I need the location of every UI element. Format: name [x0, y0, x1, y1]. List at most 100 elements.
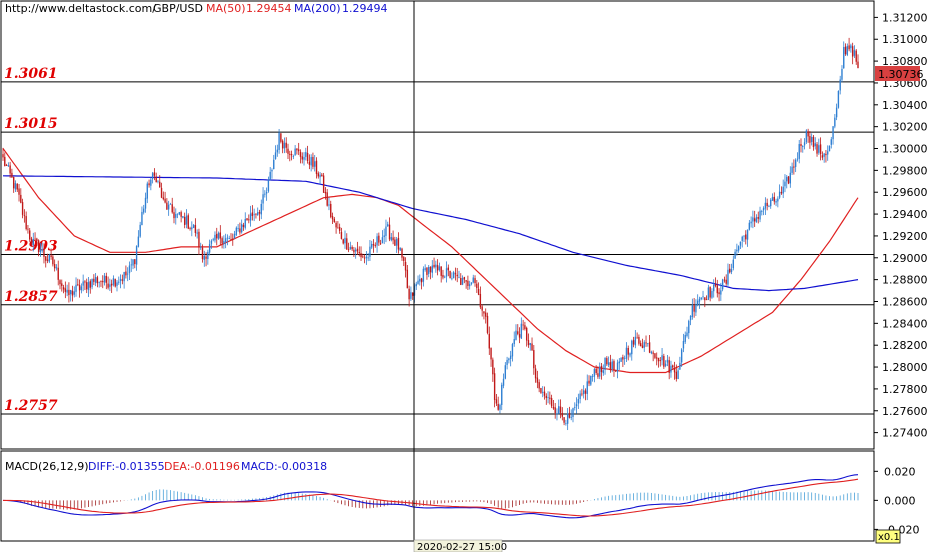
candle-body — [189, 228, 191, 229]
candle-body — [132, 259, 134, 266]
candle-body — [677, 370, 679, 380]
candle-body — [417, 280, 419, 284]
candle-body — [752, 217, 754, 222]
candle-body — [399, 247, 401, 251]
candle-body — [310, 157, 312, 166]
price-tick-label: 1.28600 — [882, 295, 928, 308]
candle-body — [354, 249, 357, 252]
candle-body — [709, 286, 711, 298]
candle-body — [472, 277, 474, 283]
candle-body — [365, 256, 368, 259]
candle-body — [82, 281, 84, 286]
candle-body — [57, 267, 59, 280]
candle-body — [659, 360, 661, 362]
candle-body — [198, 231, 200, 248]
candle-body — [77, 284, 79, 286]
candle-body — [599, 366, 601, 377]
candle-body — [713, 284, 715, 292]
candle-body — [78, 284, 81, 291]
candle-body — [406, 269, 409, 289]
candle-body — [835, 107, 838, 118]
candle-body — [87, 282, 90, 291]
candle-body — [798, 144, 800, 159]
candle-body — [176, 213, 179, 215]
candle-body — [477, 288, 480, 295]
candle-body — [404, 261, 407, 271]
candle-body — [48, 255, 51, 262]
candle-body — [748, 222, 751, 230]
candle-body — [736, 249, 738, 252]
candle-body — [572, 408, 574, 417]
candle-body — [479, 293, 482, 308]
candle-body — [126, 273, 129, 275]
candle-body — [75, 284, 77, 292]
candle-body — [460, 278, 462, 285]
price-tick-label: 1.29200 — [882, 230, 928, 243]
price-tick-label: 1.27400 — [882, 427, 928, 440]
candle-body — [281, 140, 284, 149]
candle-body — [597, 373, 599, 377]
candle-body — [335, 222, 337, 228]
candle-body — [688, 320, 690, 334]
candle-body — [467, 280, 469, 286]
candle-body — [383, 235, 385, 238]
candle-body — [666, 359, 669, 363]
candle-body — [606, 358, 608, 365]
candle-body — [183, 217, 186, 225]
candle-body — [422, 268, 425, 282]
candle-body — [536, 377, 539, 383]
candle-body — [753, 218, 756, 222]
candle-body — [609, 362, 612, 371]
candle-body — [59, 280, 61, 285]
candle-body — [340, 231, 343, 239]
candle-body — [552, 406, 555, 409]
candlestick-series — [2, 37, 859, 431]
candle-body — [470, 282, 473, 285]
candle-body — [704, 297, 706, 301]
candle-body — [233, 233, 236, 239]
candle-body — [224, 238, 227, 243]
candle-body — [128, 265, 131, 274]
candle-body — [579, 393, 581, 400]
candle-body — [16, 184, 18, 190]
candle-body — [750, 221, 752, 224]
candle-body — [376, 236, 378, 246]
candle-body — [613, 361, 615, 371]
candle-body — [289, 153, 291, 155]
candle-body — [818, 145, 820, 153]
price-tick-label: 1.31200 — [882, 11, 928, 24]
price-axis: 1.312001.310001.308001.306001.304001.302… — [874, 11, 928, 440]
candle-body — [641, 345, 644, 348]
candle-body — [362, 256, 364, 258]
candle-body — [618, 361, 621, 364]
candle-body — [62, 287, 65, 290]
candle-body — [524, 325, 526, 329]
candle-body — [107, 283, 109, 288]
candle-body — [586, 381, 588, 394]
candle-body — [458, 276, 460, 278]
candle-body — [255, 213, 257, 215]
candle-body — [846, 46, 849, 55]
candle-body — [201, 247, 204, 259]
candle-body — [171, 204, 173, 213]
candle-body — [175, 214, 177, 218]
candle-body — [324, 191, 327, 194]
candle-body — [600, 365, 603, 373]
candle-body — [825, 153, 827, 156]
candle-body — [226, 237, 229, 239]
candle-body — [428, 267, 430, 274]
candle-body — [568, 412, 571, 418]
candle-body — [794, 159, 797, 167]
candle-body — [102, 281, 104, 283]
candle-body — [698, 298, 701, 302]
candle-body — [69, 289, 72, 295]
candle-body — [89, 281, 91, 288]
candle-body — [137, 236, 140, 247]
candle-body — [155, 176, 157, 183]
price-panel[interactable] — [0, 0, 875, 450]
candle-body — [27, 228, 29, 230]
candle-body — [347, 249, 350, 251]
price-tick-label: 1.27600 — [882, 405, 928, 418]
zoom-button[interactable] — [875, 529, 901, 544]
